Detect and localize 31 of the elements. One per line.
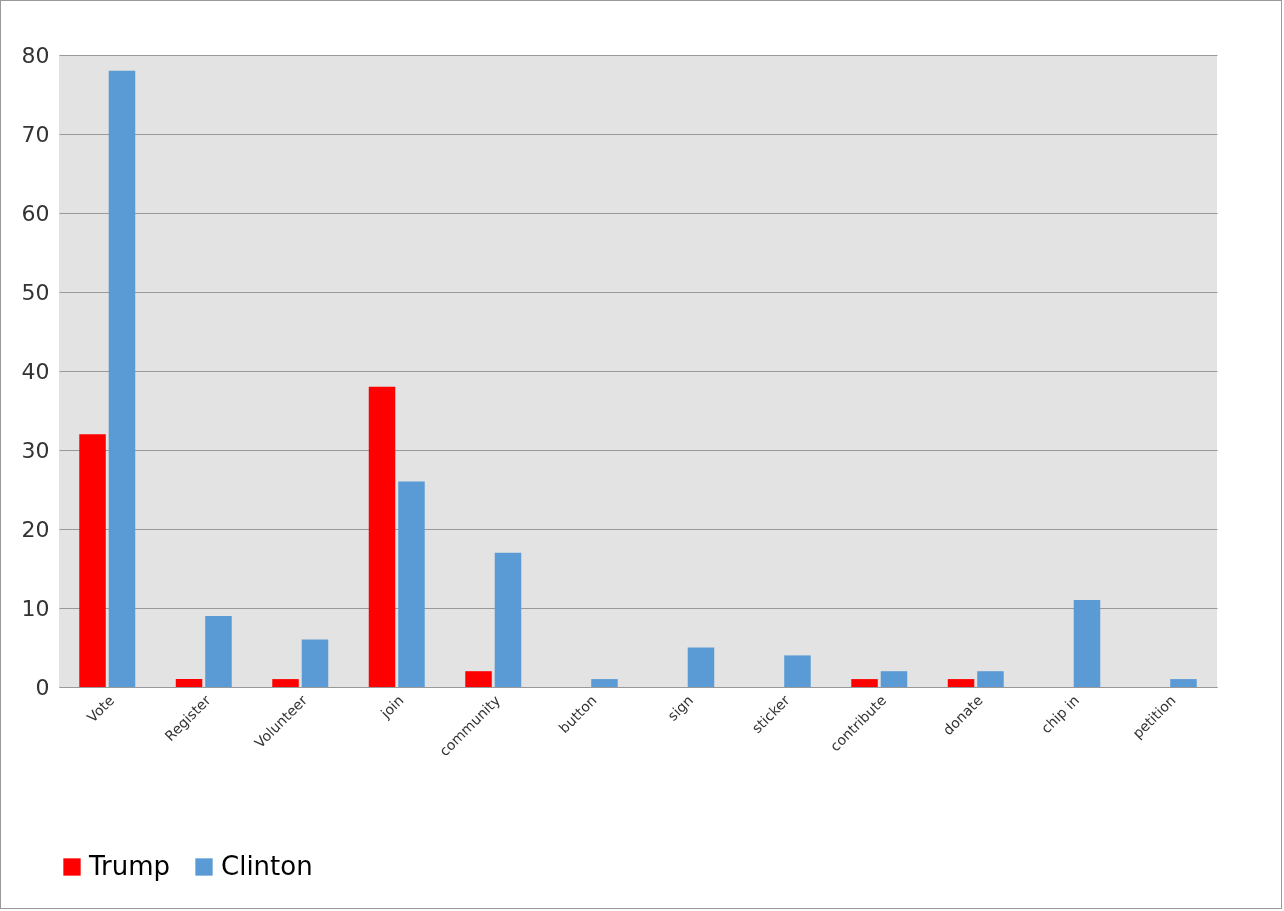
- bar: [851, 679, 878, 687]
- bar: [79, 434, 106, 687]
- y-tick-label: 10: [21, 595, 50, 621]
- bar: [368, 386, 396, 687]
- y-tick-label: 0: [35, 674, 50, 700]
- y-tick-label: 40: [21, 358, 50, 384]
- bar: [175, 679, 203, 687]
- bar: [947, 679, 975, 687]
- bar: [205, 615, 232, 687]
- y-tick-label: 60: [21, 200, 50, 226]
- y-tick-label: 80: [21, 42, 50, 68]
- bar: [398, 481, 425, 687]
- legend-label: Clinton: [221, 851, 313, 881]
- bar: [465, 671, 492, 687]
- bar: [272, 679, 299, 687]
- bar: [494, 552, 522, 687]
- bar: [687, 647, 715, 687]
- bar: [108, 70, 136, 687]
- legend-label: Trump: [88, 851, 171, 881]
- bar: [784, 655, 811, 687]
- x-tick-label: chip in: [1037, 692, 1083, 737]
- bar: [977, 671, 1004, 687]
- y-tick-label: 70: [21, 121, 50, 147]
- bar: [301, 639, 329, 687]
- bar: [1170, 679, 1197, 687]
- y-tick-label: 20: [21, 516, 50, 542]
- y-tick-label: 50: [21, 279, 50, 305]
- bar: [880, 671, 908, 687]
- y-tick-label: 30: [21, 437, 50, 463]
- bar: [1073, 600, 1101, 687]
- bar: [591, 679, 618, 687]
